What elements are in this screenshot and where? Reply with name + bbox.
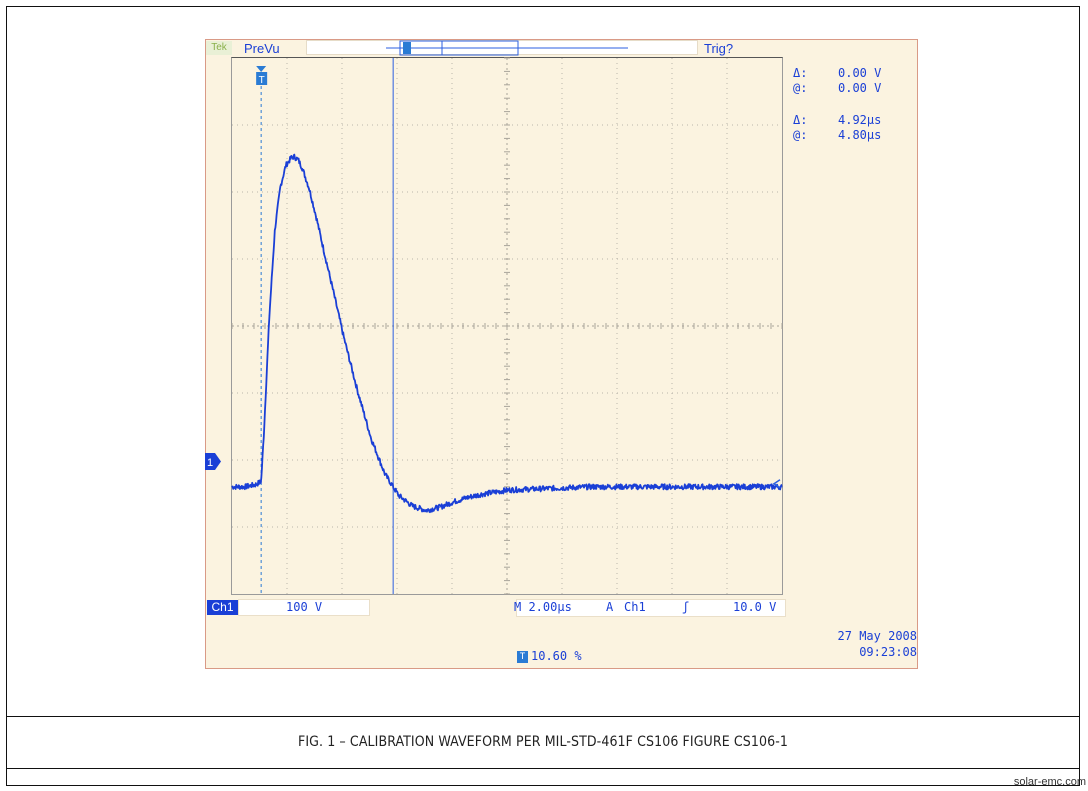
trigger-level: 10.0 V — [733, 600, 777, 614]
channel-label: Ch1 — [207, 600, 238, 615]
caption-top-divider — [6, 716, 1080, 717]
channel-1-marker-label: 1 — [207, 457, 213, 469]
voltage-delta-value: 0.00 V — [838, 66, 882, 80]
channel-1-marker: 1 — [205, 453, 221, 470]
record-view-bar — [306, 40, 698, 55]
scope-settings-bar: Ch1 100 V M 2.00µs A Ch1 ʃ 10.0 V — [206, 598, 786, 620]
voltage-at-value: 0.00 V — [838, 81, 882, 95]
voltage-delta-readout: Δ: 0.00 V — [793, 66, 913, 81]
voltage-at-readout: @: 0.00 V — [793, 81, 913, 96]
trigger-status: Trig? — [704, 41, 734, 56]
trigger-slope-icon: ʃ — [682, 600, 690, 614]
time: 09:23:08 — [859, 645, 917, 659]
acquisition-state: PreVu — [244, 41, 280, 56]
trigger-position: T 10.60 % — [517, 648, 582, 664]
scope-screen — [231, 57, 783, 595]
time-at-value: 4.80µs — [838, 128, 882, 142]
time-delta-readout: Δ: 4.92µs — [793, 113, 913, 128]
timestamp: 27 May 2008 09:23:08 — [797, 628, 917, 660]
timebase: M 2.00µs — [514, 600, 572, 614]
tek-badge: Tek — [206, 41, 232, 55]
time-at-symbol: @: — [793, 128, 808, 142]
scope-status-bar: Tek PreVu Trig? — [206, 40, 796, 57]
trigger-source: Ch1 — [624, 600, 646, 614]
timebase-trigger-box — [516, 599, 786, 617]
trigger-position-value: 10.60 % — [531, 649, 582, 663]
time-at-readout: @: 4.80µs — [793, 128, 913, 143]
channel-scale: 100 V — [286, 600, 323, 614]
cursor-readouts: Δ: 0.00 V @: 0.00 V Δ: 4.92µs @: 4.80µs — [793, 66, 913, 143]
channel-1-marker-icon: 1 — [205, 453, 221, 470]
time-delta-value: 4.92µs — [838, 113, 882, 127]
voltage-delta-symbol: Δ: — [793, 66, 808, 80]
time-delta-symbol: Δ: — [793, 113, 808, 127]
channel-scale-box — [238, 599, 370, 616]
source-watermark: solar-emc.com — [1013, 776, 1086, 788]
figure-frame — [6, 6, 1080, 786]
voltage-at-symbol: @: — [793, 81, 808, 95]
trigger-position-icon: T — [517, 650, 528, 663]
trigger-mode: A — [606, 600, 614, 614]
date: 27 May 2008 — [837, 629, 917, 643]
caption-bottom-divider — [6, 768, 1080, 769]
figure-caption: FIG. 1 – CALIBRATION WAVEFORM PER MIL-ST… — [298, 734, 788, 750]
